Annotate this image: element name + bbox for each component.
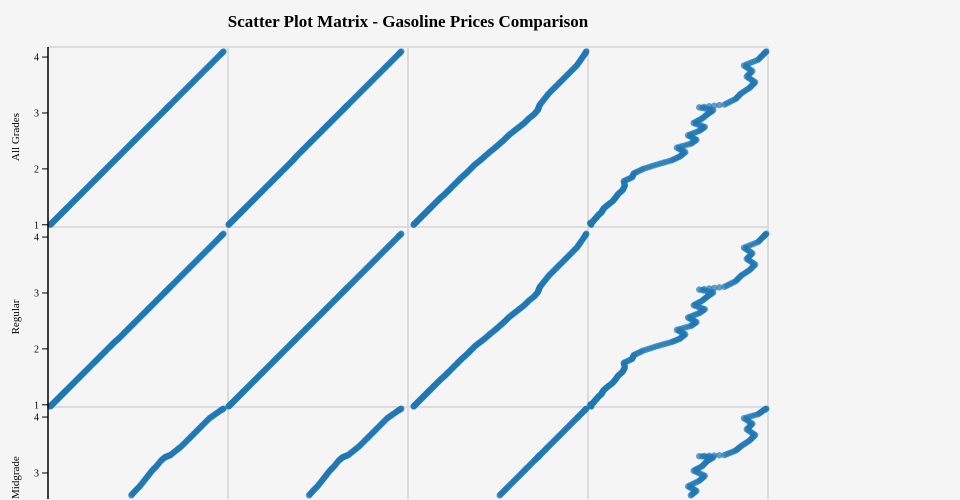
y-axis-row-1: 1 2 3 4 Regular <box>10 227 49 411</box>
cell-2-3 <box>684 405 770 499</box>
y-tick-label: 4 <box>34 233 39 244</box>
chart-title: Scatter Plot Matrix - Gasoline Prices Co… <box>228 12 589 31</box>
y-tick-label: 4 <box>34 413 39 424</box>
cells <box>47 48 770 499</box>
y-axis-row-2: 3 4 Midgrade <box>10 407 49 499</box>
y-tick-label: 1 <box>34 220 39 231</box>
data-point <box>220 230 227 237</box>
data-point <box>763 48 770 55</box>
axes: 1 2 3 4 All Grades 1 2 3 4 Regular 3 4 Midgrade <box>10 47 49 499</box>
data-point <box>220 48 227 55</box>
y-tick-label: 2 <box>34 344 39 355</box>
cell-0-3 <box>587 48 770 228</box>
row-label: All Grades <box>10 113 22 161</box>
cell-0-1 <box>225 48 405 228</box>
cell-2-0 <box>128 405 227 499</box>
row-label: Midgrade <box>10 456 22 499</box>
data-point <box>763 230 770 237</box>
data-point <box>398 230 405 237</box>
data-point <box>583 48 590 55</box>
cell-2-1 <box>305 405 405 499</box>
data-point <box>716 452 723 459</box>
cell-1-1 <box>225 230 405 410</box>
data-point <box>716 284 723 291</box>
y-tick-label: 1 <box>34 400 39 411</box>
y-axis-row-0: 1 2 3 4 All Grades <box>10 47 49 231</box>
data-point <box>696 286 703 293</box>
cell-2-2 <box>496 405 590 499</box>
data-point <box>583 405 590 412</box>
data-point <box>220 405 227 412</box>
data-point <box>398 48 405 55</box>
y-tick-label: 2 <box>34 164 39 175</box>
data-point <box>701 452 708 460</box>
y-tick-label: 3 <box>34 108 39 119</box>
data-point <box>583 230 590 237</box>
cell-0-0 <box>47 48 227 228</box>
cell-1-0 <box>47 230 227 410</box>
data-point <box>696 452 703 460</box>
data-point <box>701 103 708 111</box>
data-point <box>706 285 713 292</box>
y-tick-label: 3 <box>34 288 39 299</box>
row-label: Regular <box>10 299 22 334</box>
data-point <box>696 104 703 111</box>
data-point <box>706 103 713 110</box>
y-tick-label: 3 <box>34 468 39 479</box>
data-point <box>711 102 718 109</box>
data-point <box>711 284 718 292</box>
data-point <box>706 452 713 459</box>
gridlines <box>48 46 769 499</box>
cell-1-3 <box>587 230 770 410</box>
data-point <box>763 405 770 412</box>
data-point <box>711 452 718 459</box>
data-point <box>398 405 405 412</box>
data-point <box>716 101 723 109</box>
y-tick-label: 4 <box>34 53 39 64</box>
data-point <box>701 285 708 293</box>
cell-1-2 <box>410 230 590 410</box>
cell-0-2 <box>410 48 590 228</box>
